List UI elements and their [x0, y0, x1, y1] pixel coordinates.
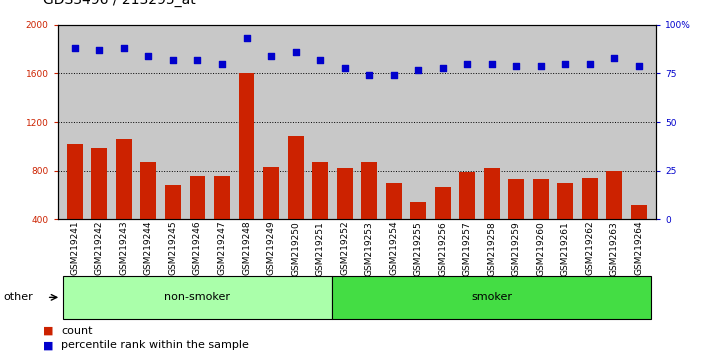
Point	[94, 47, 105, 53]
Text: ■: ■	[43, 326, 54, 336]
Text: ■: ■	[43, 340, 54, 350]
Point	[461, 61, 473, 67]
Bar	[92, 148, 107, 268]
Bar	[263, 167, 279, 268]
Text: other: other	[4, 292, 33, 302]
Bar	[533, 179, 549, 268]
Point	[633, 63, 645, 68]
Point	[559, 61, 571, 67]
Point	[290, 49, 301, 55]
Point	[192, 57, 203, 63]
Bar	[141, 162, 156, 268]
Point	[69, 45, 81, 51]
Bar	[312, 162, 328, 268]
Text: GDS3496 / 213295_at: GDS3496 / 213295_at	[43, 0, 196, 7]
Text: smoker: smoker	[472, 292, 513, 302]
Point	[510, 63, 522, 68]
Point	[437, 65, 448, 70]
Bar	[288, 136, 304, 268]
Bar	[386, 183, 402, 268]
Point	[363, 73, 375, 78]
Point	[241, 35, 252, 41]
Bar	[116, 139, 132, 268]
Point	[167, 57, 179, 63]
Bar	[582, 178, 598, 268]
Bar	[239, 73, 255, 268]
Text: percentile rank within the sample: percentile rank within the sample	[61, 340, 249, 350]
Bar	[508, 179, 524, 268]
Bar	[165, 185, 181, 268]
Point	[535, 63, 547, 68]
Point	[314, 57, 326, 63]
Point	[486, 61, 497, 67]
Bar	[557, 183, 573, 268]
Bar	[410, 202, 426, 268]
Point	[265, 53, 277, 59]
Text: count: count	[61, 326, 93, 336]
Point	[584, 61, 596, 67]
Text: non-smoker: non-smoker	[164, 292, 231, 302]
Point	[339, 65, 350, 70]
Bar	[631, 205, 647, 268]
Bar	[214, 176, 230, 268]
Bar	[606, 171, 622, 268]
Bar	[190, 176, 205, 268]
Point	[388, 73, 399, 78]
Point	[143, 53, 154, 59]
Bar	[67, 144, 83, 268]
Point	[118, 45, 130, 51]
Bar	[435, 187, 451, 268]
Bar	[459, 172, 475, 268]
Point	[412, 67, 424, 72]
Bar	[484, 169, 500, 268]
Point	[216, 61, 228, 67]
Point	[609, 55, 620, 61]
Bar	[361, 162, 377, 268]
Bar	[337, 169, 353, 268]
